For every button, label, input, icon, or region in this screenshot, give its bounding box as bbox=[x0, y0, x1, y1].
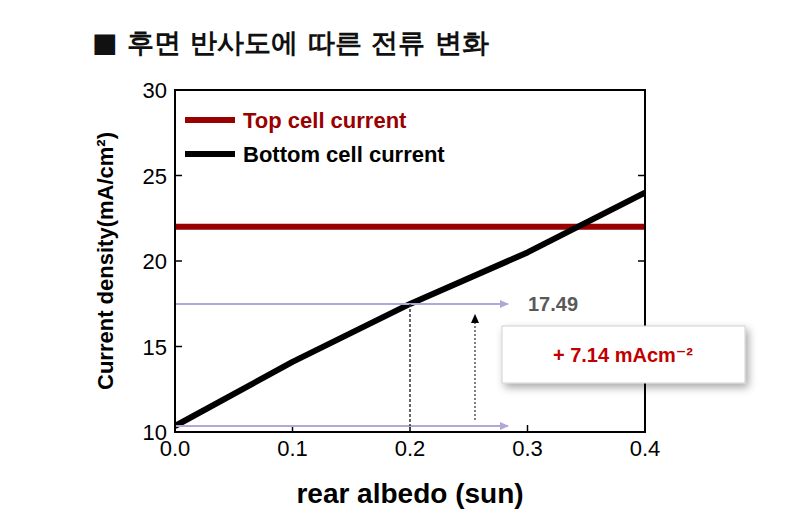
series-line bbox=[175, 193, 645, 426]
y-tick bbox=[638, 260, 645, 262]
y-tick bbox=[638, 175, 645, 177]
title: ■ 후면 반사도에 따른 전류 변화 bbox=[92, 27, 489, 58]
x-tick-label: 0.1 bbox=[277, 436, 308, 461]
annotation-box bbox=[502, 326, 745, 383]
y-tick-label: 15 bbox=[143, 335, 167, 360]
annotation-label: 17.49 bbox=[528, 293, 578, 315]
x-tick-label: 0.3 bbox=[512, 436, 543, 461]
annotation-arrow bbox=[176, 303, 508, 305]
legend-label: Bottom cell current bbox=[243, 142, 445, 167]
annotation-rise-arrow bbox=[475, 322, 476, 420]
series-group bbox=[175, 193, 645, 426]
chart: ■ 후면 반사도에 따른 전류 변화10152025300.00.10.20.3… bbox=[0, 0, 788, 516]
x-axis-label: rear albedo (sun) bbox=[296, 478, 523, 509]
y-tick-label: 20 bbox=[143, 249, 167, 274]
x-tick bbox=[527, 425, 529, 432]
x-tick-label: 0.2 bbox=[395, 436, 426, 461]
y-tick bbox=[175, 260, 182, 262]
legend-swatch bbox=[185, 117, 235, 123]
y-tick-label: 25 bbox=[143, 164, 167, 189]
x-tick-label: 0.4 bbox=[630, 436, 661, 461]
x-tick-label: 0.0 bbox=[160, 436, 191, 461]
annotation-arrow bbox=[176, 425, 508, 427]
annotation-label: + 7.14 mAcm⁻² bbox=[553, 344, 693, 366]
annotation-drop-line bbox=[409, 304, 411, 426]
y-axis-label: Current density(mA/cm²) bbox=[93, 132, 118, 390]
y-tick-label: 30 bbox=[143, 78, 167, 103]
legend-swatch bbox=[185, 151, 235, 157]
legend-label: Top cell current bbox=[243, 108, 407, 133]
y-tick bbox=[175, 175, 182, 177]
y-tick bbox=[175, 346, 182, 348]
